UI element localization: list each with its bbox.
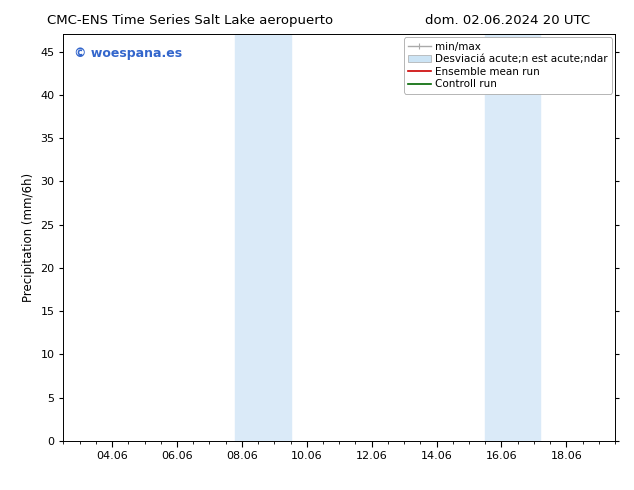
Text: © woespana.es: © woespana.es [74,47,183,59]
Text: dom. 02.06.2024 20 UTC: dom. 02.06.2024 20 UTC [425,14,590,27]
Bar [235,34,290,441]
Text: CMC-ENS Time Series Salt Lake aeropuerto: CMC-ENS Time Series Salt Lake aeropuerto [47,14,333,27]
Y-axis label: Precipitation (mm/6h): Precipitation (mm/6h) [22,173,35,302]
Bar [485,34,540,441]
Legend: min/max, Desviaciá acute;n est acute;ndar, Ensemble mean run, Controll run: min/max, Desviaciá acute;n est acute;nda… [404,37,612,94]
